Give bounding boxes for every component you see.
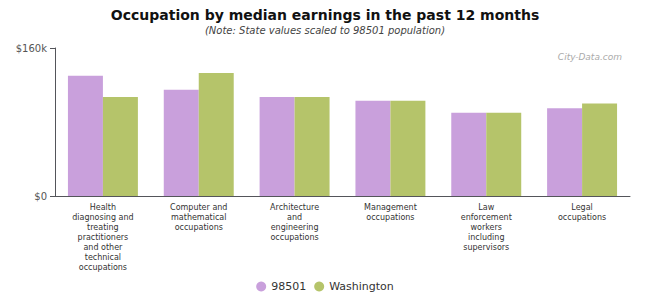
svg-text:Health: Health xyxy=(90,203,116,212)
svg-text:Architecture: Architecture xyxy=(270,203,319,212)
svg-text:treating: treating xyxy=(87,223,119,232)
svg-text:Management: Management xyxy=(364,203,417,212)
svg-text:workers: workers xyxy=(471,223,502,232)
svg-text:occupations: occupations xyxy=(270,233,318,242)
svg-text:occupations: occupations xyxy=(175,223,223,232)
svg-text:practitioners: practitioners xyxy=(78,233,129,242)
svg-text:$160k: $160k xyxy=(16,43,47,54)
svg-text:City-Data.com: City-Data.com xyxy=(558,52,622,62)
svg-text:supervisors: supervisors xyxy=(463,243,509,252)
svg-text:occupations: occupations xyxy=(366,213,414,222)
svg-text:occupations: occupations xyxy=(558,213,606,222)
svg-text:mathematical: mathematical xyxy=(171,213,226,222)
svg-text:Occupation by median earnings: Occupation by median earnings in the pas… xyxy=(111,7,539,23)
svg-text:enforcement: enforcement xyxy=(461,213,512,222)
svg-text:and: and xyxy=(287,213,302,222)
svg-text:Law: Law xyxy=(478,203,494,212)
svg-text:$0: $0 xyxy=(34,191,47,202)
svg-text:and other: and other xyxy=(83,243,123,252)
svg-text:technical: technical xyxy=(85,253,121,262)
svg-text:98501: 98501 xyxy=(271,280,306,293)
svg-text:occupations: occupations xyxy=(79,263,127,272)
svg-text:Computer and: Computer and xyxy=(170,203,227,212)
svg-text:Washington: Washington xyxy=(329,280,394,293)
svg-text:Legal: Legal xyxy=(571,203,592,212)
svg-text:engineering: engineering xyxy=(271,223,319,232)
svg-text:(Note: State values scaled to: (Note: State values scaled to 98501 popu… xyxy=(205,25,445,36)
svg-text:including: including xyxy=(468,233,504,242)
svg-text:diagnosing and: diagnosing and xyxy=(72,213,133,222)
